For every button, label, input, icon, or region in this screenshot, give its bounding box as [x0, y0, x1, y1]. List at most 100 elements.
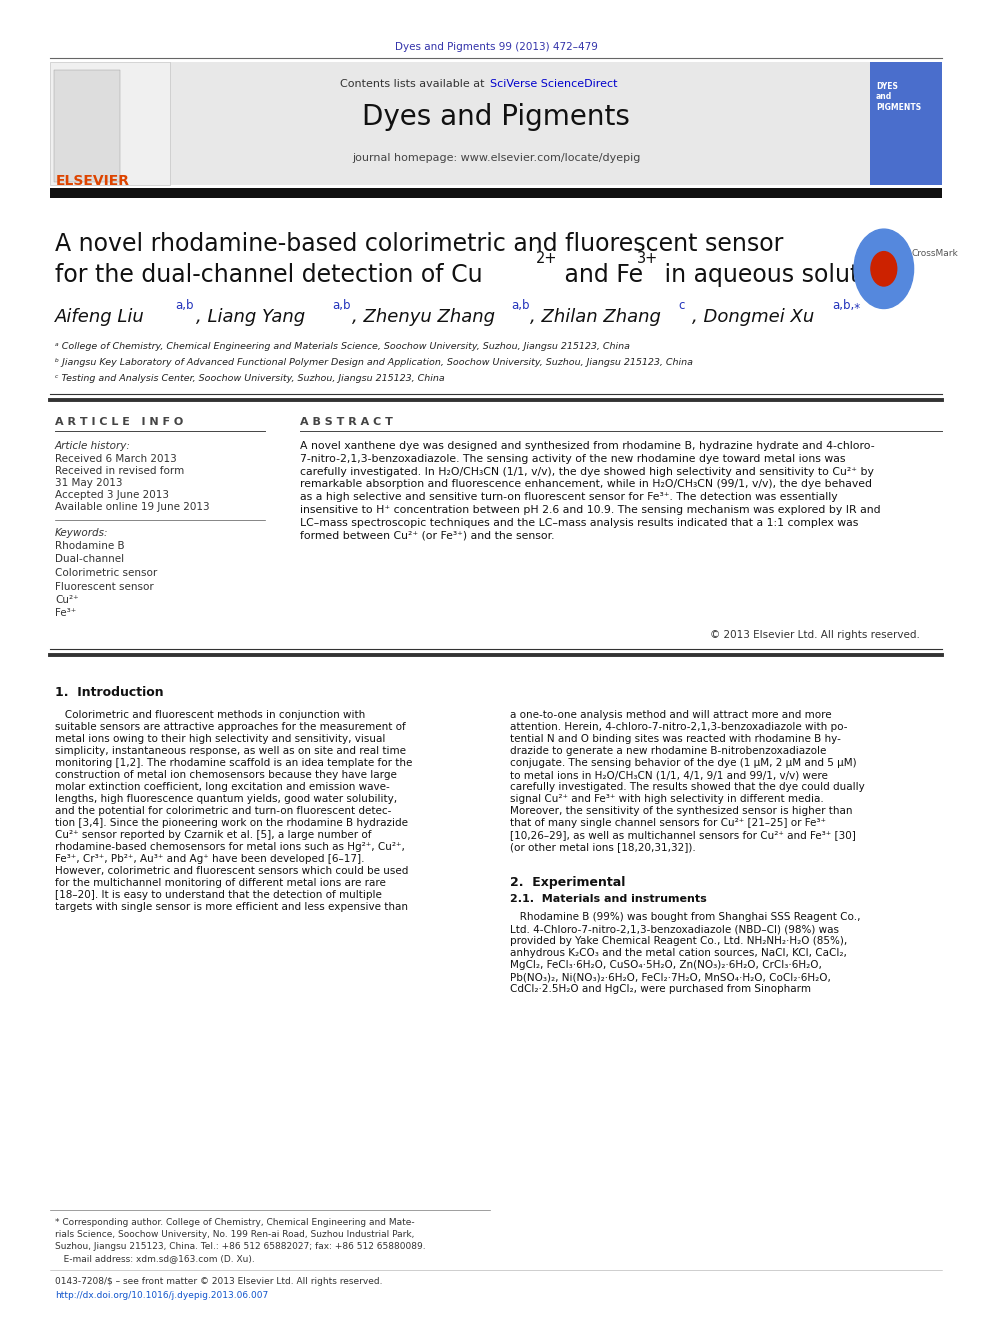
Text: journal homepage: www.elsevier.com/locate/dyepig: journal homepage: www.elsevier.com/locat…	[352, 153, 640, 163]
Bar	[54, 70, 120, 183]
Text: DYES
and
PIGMENTS: DYES and PIGMENTS	[876, 82, 922, 112]
Text: Received 6 March 2013: Received 6 March 2013	[55, 454, 177, 464]
Text: for the multichannel monitoring of different metal ions are rare: for the multichannel monitoring of diffe…	[55, 878, 386, 888]
Text: [10,26–29], as well as multichannel sensors for Cu²⁺ and Fe³⁺ [30]: [10,26–29], as well as multichannel sens…	[510, 830, 856, 840]
Text: and Fe: and Fe	[557, 263, 643, 287]
Text: suitable sensors are attractive approaches for the measurement of: suitable sensors are attractive approach…	[55, 722, 406, 732]
Text: a,b: a,b	[175, 299, 193, 312]
Text: rials Science, Soochow University, No. 199 Ren-ai Road, Suzhou Industrial Park,: rials Science, Soochow University, No. 1…	[55, 1230, 415, 1240]
Text: ELSEVIER: ELSEVIER	[56, 175, 130, 188]
Text: A novel xanthene dye was designed and synthesized from rhodamine B, hydrazine hy: A novel xanthene dye was designed and sy…	[300, 441, 875, 451]
Text: 2+: 2+	[536, 251, 558, 266]
Text: MgCl₂, FeCl₃·6H₂O, CuSO₄·5H₂O, Zn(NO₃)₂·6H₂O, CrCl₃·6H₂O,: MgCl₂, FeCl₃·6H₂O, CuSO₄·5H₂O, Zn(NO₃)₂·…	[510, 960, 822, 970]
Text: simplicity, instantaneous response, as well as on site and real time: simplicity, instantaneous response, as w…	[55, 746, 406, 755]
Text: ᶜ Testing and Analysis Center, Soochow University, Suzhou, Jiangsu 215123, China: ᶜ Testing and Analysis Center, Soochow U…	[55, 374, 444, 382]
Text: , Zhilan Zhang: , Zhilan Zhang	[530, 308, 661, 325]
Text: a,b,⁎: a,b,⁎	[832, 299, 860, 312]
Bar	[870, 62, 942, 185]
Text: E-mail address: xdm.sd@163.com (D. Xu).: E-mail address: xdm.sd@163.com (D. Xu).	[55, 1254, 255, 1263]
Text: A novel rhodamine-based colorimetric and fluorescent sensor: A novel rhodamine-based colorimetric and…	[55, 232, 784, 255]
Text: Colorimetric and fluorescent methods in conjunction with: Colorimetric and fluorescent methods in …	[55, 710, 365, 720]
Text: conjugate. The sensing behavior of the dye (1 μM, 2 μM and 5 μM): conjugate. The sensing behavior of the d…	[510, 758, 857, 767]
Text: a,b: a,b	[511, 299, 530, 312]
Text: LC–mass spectroscopic techniques and the LC–mass analysis results indicated that: LC–mass spectroscopic techniques and the…	[300, 517, 858, 528]
Text: ᵃ College of Chemistry, Chemical Engineering and Materials Science, Soochow Univ: ᵃ College of Chemistry, Chemical Enginee…	[55, 343, 630, 351]
Text: [18–20]. It is easy to understand that the detection of multiple: [18–20]. It is easy to understand that t…	[55, 890, 382, 900]
Text: tion [3,4]. Since the pioneering work on the rhodamine B hydrazide: tion [3,4]. Since the pioneering work on…	[55, 818, 408, 828]
Text: as a high selective and sensitive turn-on fluorescent sensor for Fe³⁺. The detec: as a high selective and sensitive turn-o…	[300, 492, 837, 503]
Text: attention. Herein, 4-chloro-7-nitro-2,1,3-benzoxadiazole with po-: attention. Herein, 4-chloro-7-nitro-2,1,…	[510, 722, 847, 732]
Bar	[50, 62, 170, 185]
Text: Dyes and Pigments 99 (2013) 472–479: Dyes and Pigments 99 (2013) 472–479	[395, 42, 597, 52]
Text: a,b: a,b	[332, 299, 350, 312]
Text: © 2013 Elsevier Ltd. All rights reserved.: © 2013 Elsevier Ltd. All rights reserved…	[710, 630, 920, 640]
Text: Fe³⁺: Fe³⁺	[55, 609, 76, 618]
Text: remarkable absorption and fluorescence enhancement, while in H₂O/CH₃CN (99/1, v/: remarkable absorption and fluorescence e…	[300, 479, 872, 490]
Text: Aifeng Liu: Aifeng Liu	[55, 308, 145, 325]
Text: tential N and O binding sites was reacted with rhodamine B hy-: tential N and O binding sites was reacte…	[510, 734, 841, 744]
Text: Ltd. 4-Chloro-7-nitro-2,1,3-benzoxadiazole (NBD–Cl) (98%) was: Ltd. 4-Chloro-7-nitro-2,1,3-benzoxadiazo…	[510, 923, 839, 934]
Text: Keywords:: Keywords:	[55, 528, 108, 538]
Text: to metal ions in H₂O/CH₃CN (1/1, 4/1, 9/1 and 99/1, v/v) were: to metal ions in H₂O/CH₃CN (1/1, 4/1, 9/…	[510, 770, 828, 781]
Text: 1.  Introduction: 1. Introduction	[55, 687, 164, 699]
Text: 7-nitro-2,1,3-benzoxadiazole. The sensing activity of the new rhodamine dye towa: 7-nitro-2,1,3-benzoxadiazole. The sensin…	[300, 454, 845, 464]
Text: metal ions owing to their high selectivity and sensitivity, visual: metal ions owing to their high selectivi…	[55, 734, 385, 744]
Circle shape	[854, 229, 914, 308]
Text: drazide to generate a new rhodamine B-nitrobenzoxadiazole: drazide to generate a new rhodamine B-ni…	[510, 746, 826, 755]
Text: 3+: 3+	[637, 251, 659, 266]
Text: signal Cu²⁺ and Fe³⁺ with high selectivity in different media.: signal Cu²⁺ and Fe³⁺ with high selectivi…	[510, 794, 823, 804]
Text: 31 May 2013: 31 May 2013	[55, 478, 122, 488]
Text: rhodamine-based chemosensors for metal ions such as Hg²⁺, Cu²⁺,: rhodamine-based chemosensors for metal i…	[55, 841, 405, 852]
Text: Rhodamine B: Rhodamine B	[55, 541, 125, 550]
Text: Rhodamine B (99%) was bought from Shanghai SSS Reagent Co.,: Rhodamine B (99%) was bought from Shangh…	[510, 912, 860, 922]
Text: ᵇ Jiangsu Key Laboratory of Advanced Functional Polymer Design and Application, : ᵇ Jiangsu Key Laboratory of Advanced Fun…	[55, 359, 693, 366]
Text: CdCl₂·2.5H₂O and HgCl₂, were purchased from Sinopharm: CdCl₂·2.5H₂O and HgCl₂, were purchased f…	[510, 984, 811, 994]
Text: Fluorescent sensor: Fluorescent sensor	[55, 582, 154, 591]
Text: anhydrous K₂CO₃ and the metal cation sources, NaCl, KCl, CaCl₂,: anhydrous K₂CO₃ and the metal cation sou…	[510, 949, 847, 958]
Text: Pb(NO₃)₂, Ni(NO₃)₂·6H₂O, FeCl₂·7H₂O, MnSO₄·H₂O, CoCl₂·6H₂O,: Pb(NO₃)₂, Ni(NO₃)₂·6H₂O, FeCl₂·7H₂O, MnS…	[510, 972, 831, 982]
Text: formed between Cu²⁺ (or Fe³⁺) and the sensor.: formed between Cu²⁺ (or Fe³⁺) and the se…	[300, 531, 555, 541]
Text: CrossMark: CrossMark	[912, 249, 958, 258]
Text: Dual-channel: Dual-channel	[55, 554, 124, 565]
Text: (or other metal ions [18,20,31,32]).: (or other metal ions [18,20,31,32]).	[510, 841, 695, 852]
Text: provided by Yake Chemical Reagent Co., Ltd. NH₂NH₂·H₂O (85%),: provided by Yake Chemical Reagent Co., L…	[510, 935, 847, 946]
Bar	[170, 62, 870, 185]
Text: that of many single channel sensors for Cu²⁺ [21–25] or Fe³⁺: that of many single channel sensors for …	[510, 818, 826, 828]
Text: Suzhou, Jiangsu 215123, China. Tel.: +86 512 65882027; fax: +86 512 65880089.: Suzhou, Jiangsu 215123, China. Tel.: +86…	[55, 1242, 426, 1252]
Text: for the dual-channel detection of Cu: for the dual-channel detection of Cu	[55, 263, 483, 287]
Text: 0143-7208/$ – see front matter © 2013 Elsevier Ltd. All rights reserved.: 0143-7208/$ – see front matter © 2013 El…	[55, 1277, 383, 1286]
Text: c: c	[678, 299, 684, 312]
Text: 2.  Experimental: 2. Experimental	[510, 876, 625, 889]
Text: in aqueous solutions: in aqueous solutions	[657, 263, 908, 287]
Text: construction of metal ion chemosensors because they have large: construction of metal ion chemosensors b…	[55, 770, 397, 781]
Text: http://dx.doi.org/10.1016/j.dyepig.2013.06.007: http://dx.doi.org/10.1016/j.dyepig.2013.…	[55, 1291, 268, 1301]
Text: , Zhenyu Zhang: , Zhenyu Zhang	[352, 308, 495, 325]
Text: Moreover, the sensitivity of the synthesized sensor is higher than: Moreover, the sensitivity of the synthes…	[510, 806, 852, 816]
Bar	[50, 188, 942, 198]
Text: , Dongmei Xu: , Dongmei Xu	[692, 308, 814, 325]
Text: SciVerse ScienceDirect: SciVerse ScienceDirect	[490, 79, 618, 89]
Text: molar extinction coefficient, long excitation and emission wave-: molar extinction coefficient, long excit…	[55, 782, 390, 792]
Text: * Corresponding author. College of Chemistry, Chemical Engineering and Mate-: * Corresponding author. College of Chemi…	[55, 1218, 415, 1226]
Text: Cu²⁺ sensor reported by Czarnik et al. [5], a large number of: Cu²⁺ sensor reported by Czarnik et al. […	[55, 830, 371, 840]
Text: monitoring [1,2]. The rhodamine scaffold is an idea template for the: monitoring [1,2]. The rhodamine scaffold…	[55, 758, 413, 767]
Text: Dyes and Pigments: Dyes and Pigments	[362, 103, 630, 131]
Text: A R T I C L E   I N F O: A R T I C L E I N F O	[55, 417, 184, 427]
Text: Received in revised form: Received in revised form	[55, 466, 185, 476]
Text: However, colorimetric and fluorescent sensors which could be used: However, colorimetric and fluorescent se…	[55, 867, 409, 876]
Text: and the potential for colorimetric and turn-on fluorescent detec-: and the potential for colorimetric and t…	[55, 806, 392, 816]
Text: , Liang Yang: , Liang Yang	[196, 308, 306, 325]
Text: A B S T R A C T: A B S T R A C T	[300, 417, 393, 427]
Text: Contents lists available at: Contents lists available at	[340, 79, 488, 89]
Text: Available online 19 June 2013: Available online 19 June 2013	[55, 501, 209, 512]
Text: Article history:: Article history:	[55, 441, 131, 451]
Text: insensitive to H⁺ concentration between pH 2.6 and 10.9. The sensing mechanism w: insensitive to H⁺ concentration between …	[300, 505, 881, 515]
Text: carefully investigated. In H₂O/CH₃CN (1/1, v/v), the dye showed high selectivity: carefully investigated. In H₂O/CH₃CN (1/…	[300, 467, 874, 476]
Text: Accepted 3 June 2013: Accepted 3 June 2013	[55, 490, 169, 500]
Text: carefully investigated. The results showed that the dye could dually: carefully investigated. The results show…	[510, 782, 865, 792]
Text: a one-to-one analysis method and will attract more and more: a one-to-one analysis method and will at…	[510, 710, 831, 720]
Circle shape	[871, 251, 897, 286]
Text: Fe³⁺, Cr³⁺, Pb²⁺, Au³⁺ and Ag⁺ have been developed [6–17].: Fe³⁺, Cr³⁺, Pb²⁺, Au³⁺ and Ag⁺ have been…	[55, 855, 364, 864]
Text: lengths, high fluorescence quantum yields, good water solubility,: lengths, high fluorescence quantum yield…	[55, 794, 397, 804]
Text: 2.1.  Materials and instruments: 2.1. Materials and instruments	[510, 894, 706, 904]
